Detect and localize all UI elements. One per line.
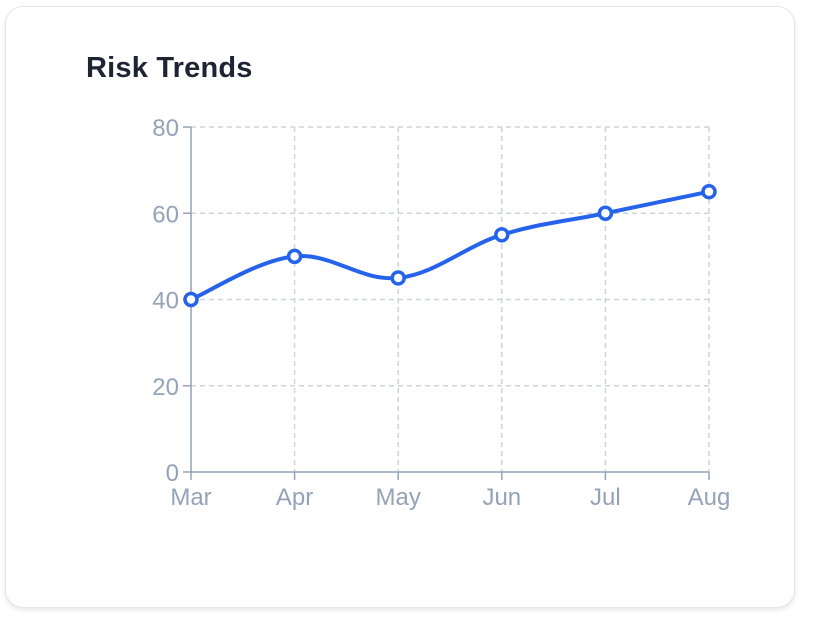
x-tick-label: Mar — [170, 484, 211, 511]
y-tick-label: 80 — [152, 115, 179, 142]
x-tick-label: May — [376, 484, 421, 511]
x-tick-label: Jul — [590, 484, 621, 511]
x-tick-label: Jun — [482, 484, 521, 511]
y-tick-label: 0 — [166, 460, 179, 487]
x-tick-label: Aug — [688, 484, 731, 511]
data-point-marker[interactable] — [183, 291, 199, 308]
y-tick-label: 40 — [152, 288, 179, 315]
chart-axes: 0 20 40 60 80 Mar Apr May Jun Jul Aug — [152, 115, 730, 511]
chart-series — [189, 189, 711, 302]
series-line — [189, 189, 711, 302]
risk-trends-card: Risk Trends — [5, 6, 795, 608]
card-title: Risk Trends — [86, 52, 253, 84]
data-point-marker[interactable] — [597, 205, 614, 221]
chart-grid — [191, 126, 710, 472]
data-point-marker[interactable] — [390, 270, 406, 286]
data-point-marker[interactable] — [286, 248, 303, 265]
chart-markers — [183, 183, 717, 308]
data-point-marker[interactable] — [494, 227, 510, 243]
y-tick-label: 60 — [152, 201, 179, 228]
x-tick-label: Apr — [276, 484, 313, 511]
y-tick-label: 20 — [152, 374, 179, 401]
data-point-marker[interactable] — [701, 183, 717, 200]
